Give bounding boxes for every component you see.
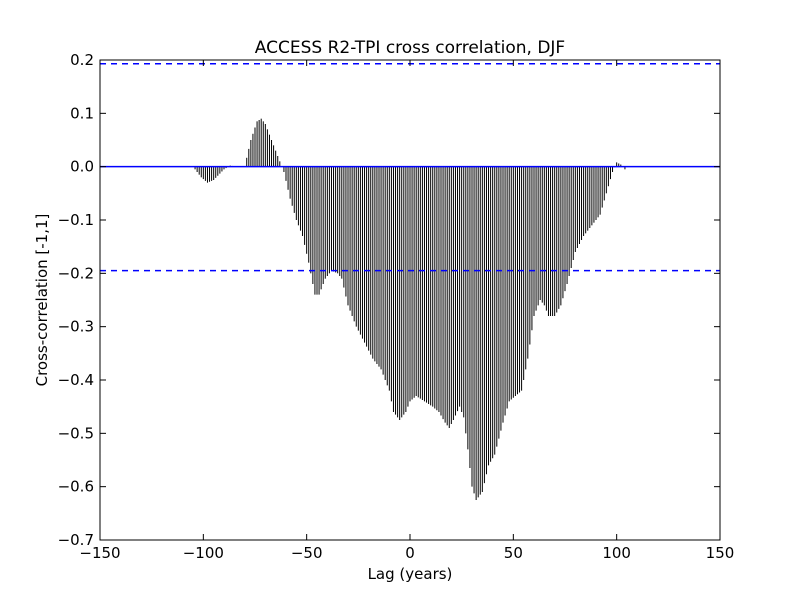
x-axis-label: Lag (years) (368, 565, 453, 583)
x-tick-label: −150 (79, 544, 120, 562)
y-tick-label: −0.7 (58, 531, 94, 549)
y-axis-label: Cross-correlation [-1,1] (33, 214, 51, 387)
x-tick-label: −50 (291, 544, 323, 562)
y-tick-label: −0.4 (58, 371, 94, 389)
y-tick-label: −0.2 (58, 264, 94, 282)
y-tick-label: −0.6 (58, 478, 94, 496)
x-tick-label: 100 (602, 544, 631, 562)
y-tick-label: 0.0 (70, 158, 94, 176)
x-tick-label: 150 (706, 544, 735, 562)
y-tick-label: −0.3 (58, 318, 94, 336)
bars-group (194, 118, 626, 500)
y-tick-label: −0.5 (58, 424, 94, 442)
x-tick-label: 50 (504, 544, 523, 562)
x-tick-label: 0 (405, 544, 415, 562)
chart-title: ACCESS R2-TPI cross correlation, DJF (255, 38, 565, 58)
x-tick-label: −100 (183, 544, 224, 562)
y-tick-label: 0.1 (70, 104, 94, 122)
axes-group: −150 −100 −50 0 50 100 150 0.2 0.1 0.0 −0.1 −0.2 −0.… (58, 51, 735, 562)
y-tick-label: 0.2 (70, 51, 94, 69)
y-tick-label: −0.1 (58, 211, 94, 229)
